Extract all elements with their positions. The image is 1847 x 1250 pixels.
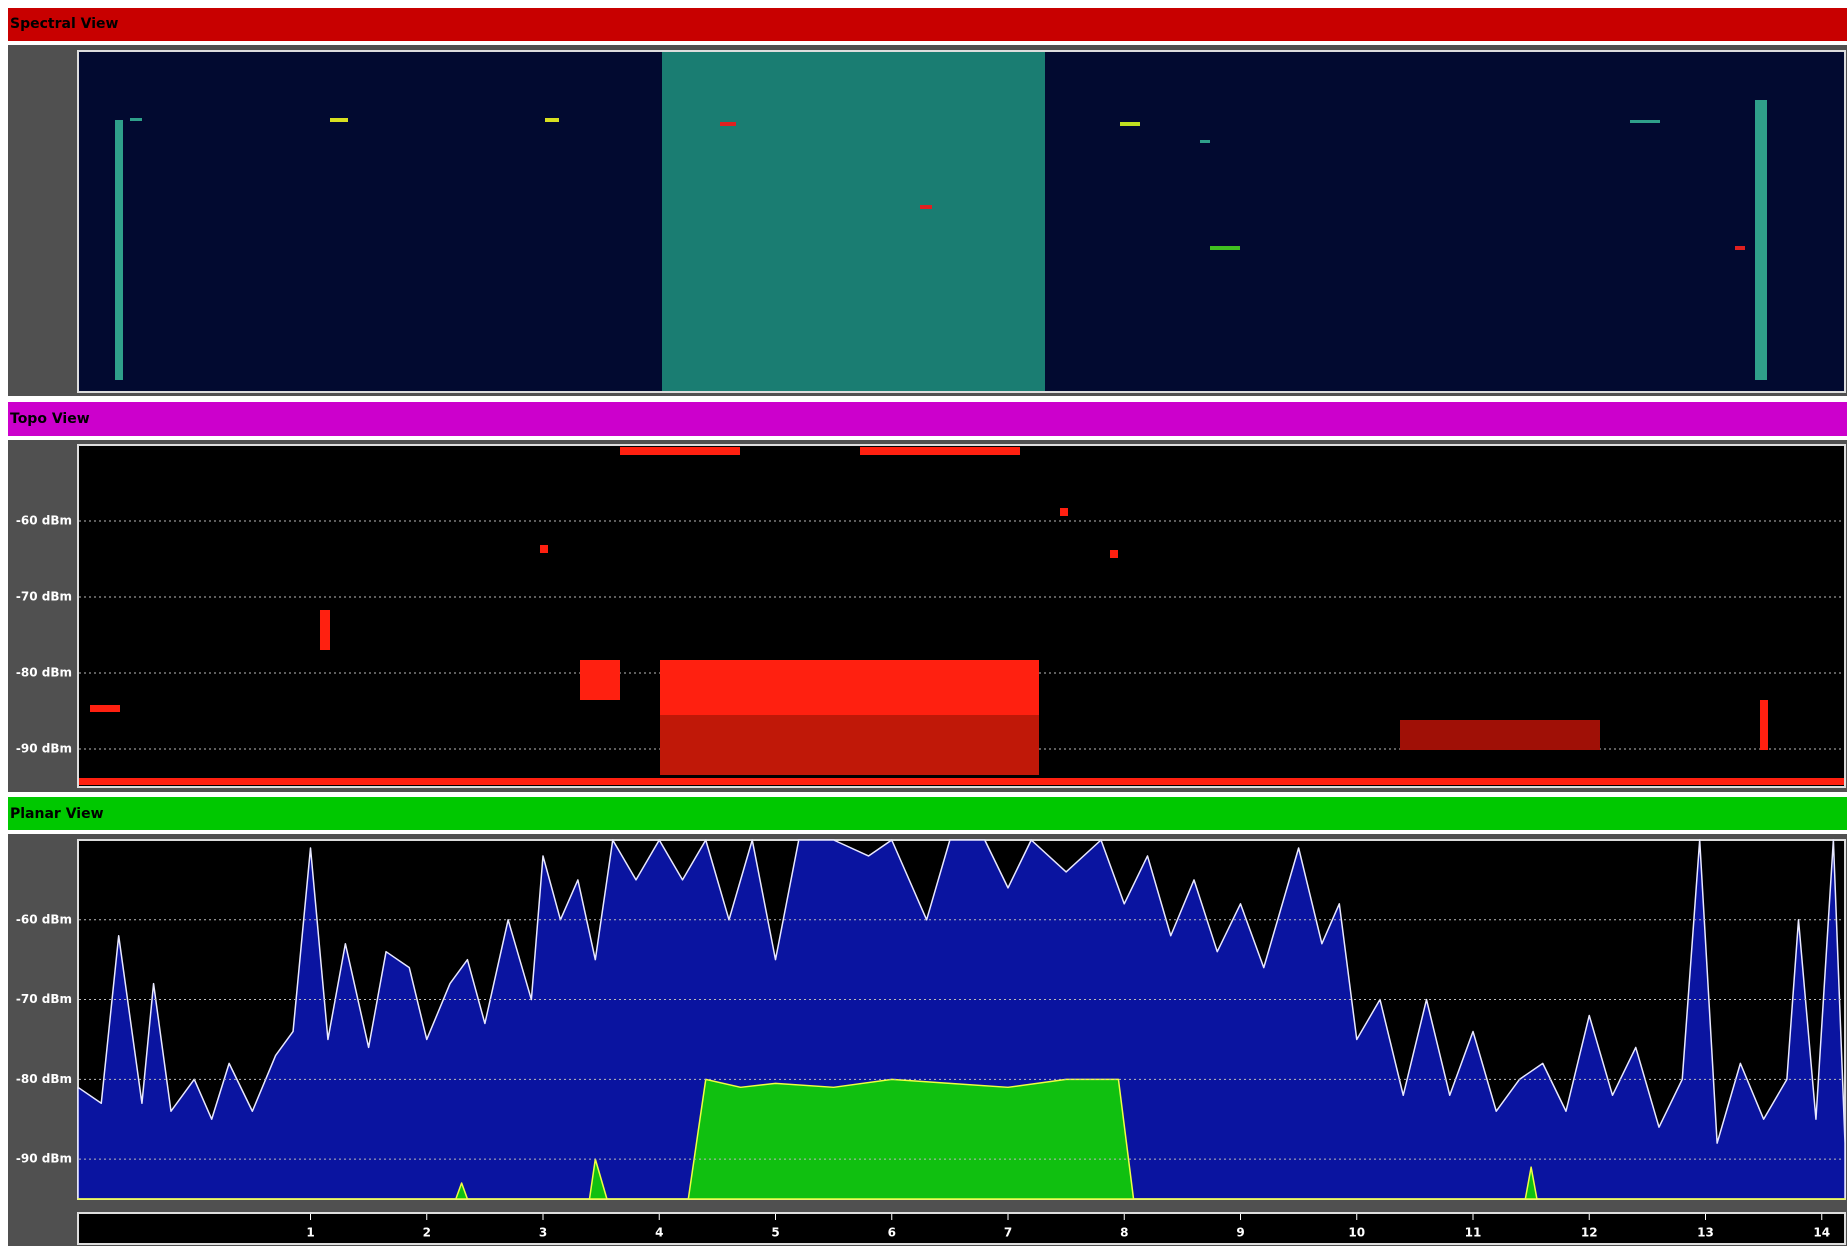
planar-header [8, 797, 1847, 830]
spectral-block [662, 52, 1045, 391]
y-tick-label: -90 dBm [16, 1152, 72, 1166]
x-tick-label: 5 [771, 1226, 779, 1240]
x-tick-label: 11 [1465, 1226, 1482, 1240]
y-tick-label: -80 dBm [16, 1072, 72, 1086]
x-tick-label: 7 [1004, 1226, 1012, 1240]
spectral-header [8, 8, 1847, 41]
x-tick-label: 3 [539, 1226, 547, 1240]
y-tick-label: -80 dBm [16, 666, 72, 680]
x-tick-label: 13 [1697, 1226, 1714, 1240]
x-tick-label: 10 [1348, 1226, 1365, 1240]
x-tick-label: 12 [1581, 1226, 1598, 1240]
x-tick-label: 1 [306, 1226, 314, 1240]
x-tick-label: 8 [1120, 1226, 1128, 1240]
planar-title: Planar View [10, 806, 104, 822]
y-tick-label: -90 dBm [16, 742, 72, 756]
topo-title: Topo View [10, 411, 90, 427]
x-tick-label: 6 [888, 1226, 896, 1240]
x-tick-label: 9 [1236, 1226, 1244, 1240]
spectral-title: Spectral View [10, 16, 118, 32]
y-tick-label: -70 dBm [16, 590, 72, 604]
y-tick-label: -60 dBm [16, 514, 72, 528]
topo-header [8, 402, 1847, 436]
x-tick-label: 4 [655, 1226, 663, 1240]
y-tick-label: -70 dBm [16, 992, 72, 1006]
y-tick-label: -60 dBm [16, 912, 72, 926]
analyzer: Spectral View Topo View Planar View -60 … [0, 0, 1847, 1246]
x-tick-label: 14 [1813, 1226, 1830, 1240]
x-tick-label: 2 [423, 1226, 431, 1240]
